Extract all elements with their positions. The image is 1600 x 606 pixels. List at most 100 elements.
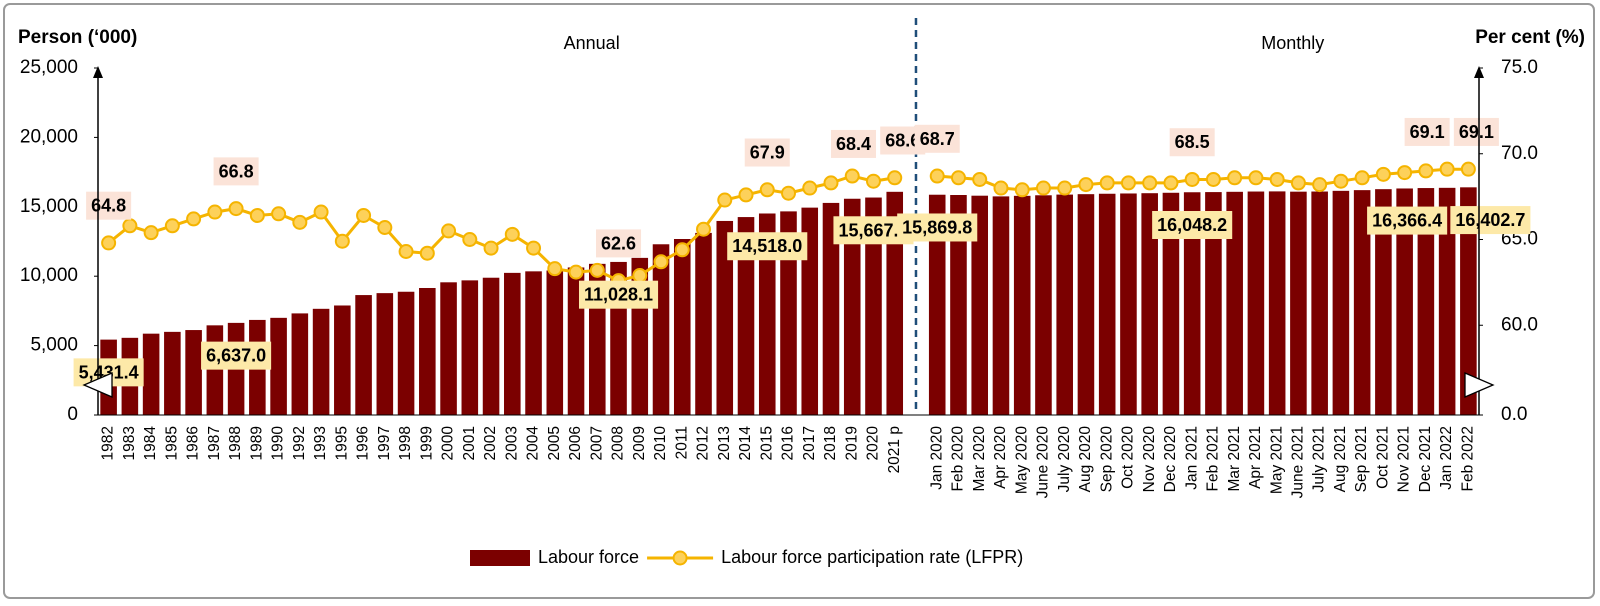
legend-marker: [672, 550, 688, 566]
line-marker: [122, 218, 138, 234]
data-label-text: 62.6: [601, 233, 636, 253]
x-tick-label: May 2021: [1268, 426, 1285, 494]
x-tick-label: 1999: [418, 426, 435, 460]
x-tick-label: Apr 2020: [992, 426, 1009, 489]
bar: [461, 280, 479, 415]
x-tick-label: 2001: [461, 426, 478, 460]
bar: [1162, 192, 1180, 415]
x-tick-label: Nov 2020: [1141, 426, 1158, 493]
bar: [1353, 190, 1371, 415]
data-label-text: 15,667.7: [838, 220, 908, 240]
x-tick-label: 1987: [206, 426, 223, 460]
data-label-text: 64.8: [91, 196, 126, 216]
y-tick-label: 5,000: [30, 335, 78, 356]
bar: [291, 313, 309, 415]
x-tick-label: July 2020: [1056, 426, 1073, 493]
line-marker: [1057, 180, 1073, 196]
bar: [971, 195, 989, 415]
line-marker: [292, 214, 308, 230]
bar: [1120, 193, 1137, 415]
line-marker: [865, 173, 881, 189]
line-marker: [186, 211, 202, 227]
bar: [334, 305, 351, 415]
data-label-box: [86, 191, 132, 220]
line-marker: [674, 242, 690, 258]
y-axis-arrow: [93, 66, 103, 78]
data-label-box: [596, 229, 642, 258]
line-marker: [738, 187, 754, 203]
data-label-text: 14,518.0: [732, 236, 802, 256]
data-label: 6,637.0: [201, 341, 272, 370]
bar: [695, 232, 712, 415]
x-tick-label: 2000: [440, 426, 457, 461]
y-axis-break: [82, 372, 113, 398]
data-label-text: 67.9: [750, 143, 785, 163]
data-label-text: 6,637.0: [206, 346, 266, 366]
x-tick-label: 2017: [801, 426, 818, 460]
bar: [206, 325, 224, 415]
line-marker: [1227, 170, 1243, 186]
x-tick-label: 1985: [163, 426, 180, 460]
x-tick-label: 2011: [673, 426, 690, 459]
x-tick-label: 1998: [397, 426, 414, 460]
bar: [312, 308, 330, 415]
y-tick-label: 20,000: [20, 126, 78, 147]
line-marker: [419, 245, 435, 261]
y2-tick-label: 0.0: [1501, 404, 1527, 425]
line-marker: [589, 262, 605, 278]
legend-label: Labour force participation rate (LFPR): [721, 547, 1023, 567]
data-label: 68.5: [1169, 128, 1215, 157]
bar: [185, 330, 202, 415]
x-tick-label: Aug 2021: [1332, 426, 1349, 492]
x-tick-label: 1982: [100, 426, 117, 460]
line-marker: [526, 240, 542, 256]
data-label-text: 68.6: [885, 131, 920, 151]
data-label: 11,028.1: [578, 280, 659, 309]
data-label-box: [830, 129, 877, 158]
bar: [1268, 191, 1286, 415]
bar: [525, 271, 542, 415]
x-tick-label: 1986: [185, 426, 202, 460]
data-label-text: 15,869.8: [902, 217, 972, 237]
x-tick-label: Feb 2020: [950, 426, 967, 492]
data-label-box: [213, 157, 259, 186]
line-marker: [377, 219, 393, 235]
line-marker: [228, 201, 244, 217]
x-tick-label: Feb 2022: [1459, 426, 1476, 492]
line-marker: [1205, 171, 1221, 187]
bar: [1396, 188, 1413, 415]
x-tick-label: Feb 2021: [1205, 426, 1222, 492]
x-tick-label: Jan 2020: [928, 426, 945, 490]
line-marker: [101, 235, 117, 251]
x-tick-label: Nov 2021: [1396, 426, 1413, 492]
data-label: 62.6: [596, 229, 642, 258]
line-marker: [1375, 166, 1391, 182]
bar: [652, 244, 670, 415]
y2-tick-label: 75.0: [1501, 57, 1538, 78]
data-label: 64.8: [86, 191, 132, 220]
bar: [142, 333, 160, 415]
data-label-text: 68.7: [920, 129, 955, 149]
bar: [1183, 192, 1201, 415]
bar: [355, 295, 372, 415]
bar: [1077, 194, 1095, 415]
x-tick-label: 1990: [270, 426, 287, 461]
bar: [1056, 194, 1073, 415]
bar: [1311, 191, 1328, 415]
data-label-text: 68.5: [1175, 132, 1210, 152]
bar: [1205, 192, 1222, 415]
x-tick-label: 1993: [312, 426, 329, 460]
x-tick-label: Oct 2020: [1120, 426, 1137, 489]
data-label-box: [1367, 206, 1448, 235]
data-label-text: 16,402.7: [1455, 210, 1525, 230]
bar: [1375, 189, 1392, 415]
line-marker: [1035, 180, 1051, 196]
x-tick-label: Jan 2022: [1438, 426, 1455, 490]
line-marker: [653, 254, 669, 270]
x-tick-label: Aug 2020: [1077, 426, 1094, 493]
bar: [780, 211, 797, 415]
y-tick-label: 15,000: [20, 196, 78, 217]
x-tick-label: June 2021: [1290, 426, 1307, 498]
bar: [504, 272, 521, 415]
